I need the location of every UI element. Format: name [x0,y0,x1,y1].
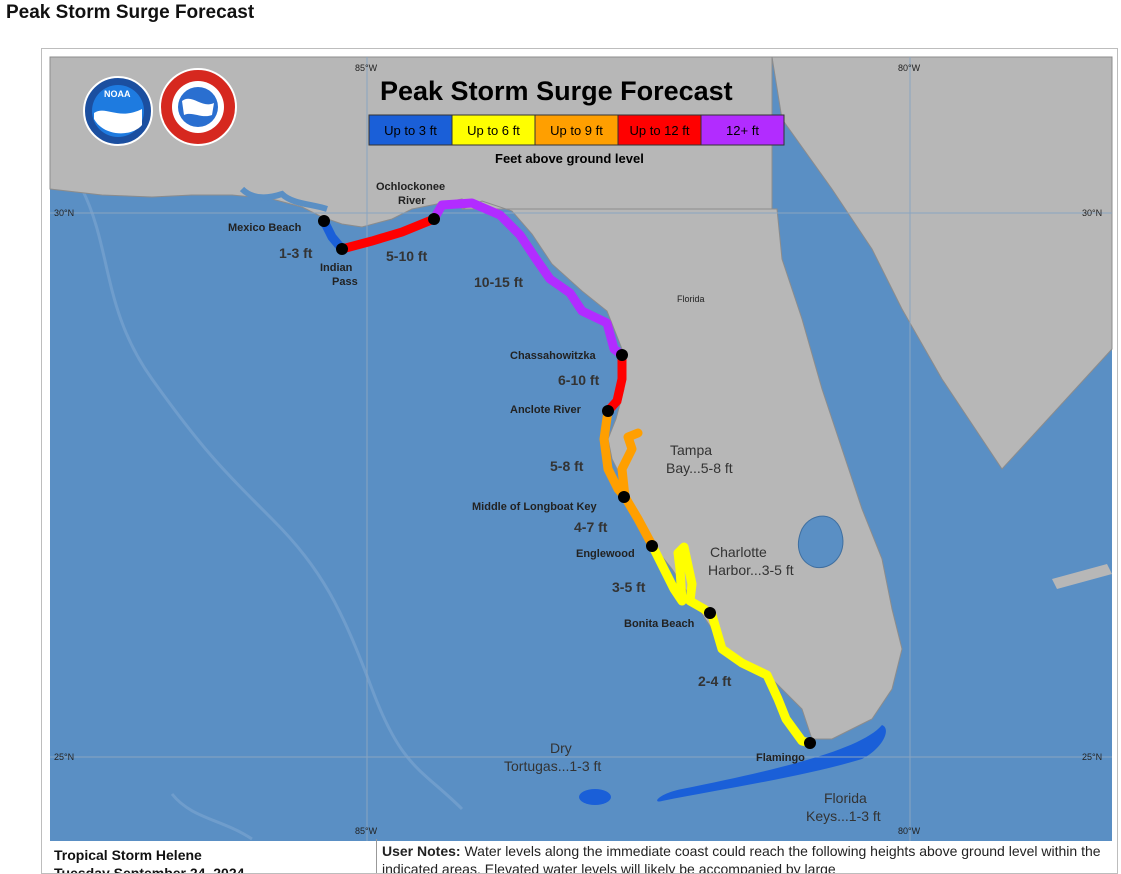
lon-label-85w-top: 85°W [355,63,378,73]
lake-okeechobee [798,515,844,569]
charlotte-harbor-line2: Harbor...3-5 ft [708,562,794,578]
lat-label-25n-right: 25°N [1082,752,1102,762]
location-dots [318,213,816,749]
lat-label-25n-left: 25°N [54,752,74,762]
lon-label-85w-bottom: 85°W [355,826,378,836]
svg-text:NOAA: NOAA [104,89,131,99]
surge-label-10-15: 10-15 ft [474,274,523,290]
place-bonita-beach: Bonita Beach [624,618,695,630]
storm-surge-map: 85°W 80°W 85°W 80°W 30°N 30°N 25°N 25°N … [41,48,1118,874]
dry-tortugas-surge [579,789,611,805]
legend-swatch-2 [451,114,536,146]
lat-label-30n-left: 30°N [54,208,74,218]
place-flamingo: Flamingo [756,752,805,764]
map-canvas: 85°W 80°W 85°W 80°W 30°N 30°N 25°N 25°N … [49,56,1113,841]
legend-label-2: Up to 6 ft [467,123,520,138]
page-title: Peak Storm Surge Forecast [6,2,255,23]
storm-name: Tropical Storm Helene [54,847,202,863]
place-indian-pass-line2: Pass [332,276,358,288]
florida-keys-line1: Florida [824,790,867,806]
user-notes-text: Water levels along the immediate coast c… [382,843,1101,874]
noaa-logo: NOAA [83,76,153,146]
surge-label-2-4: 2-4 ft [698,673,732,689]
legend-caption: Feet above ground level [495,151,644,166]
place-longboat-key: Middle of Longboat Key [472,501,598,513]
national-weather-service-logo [159,68,237,146]
info-divider [376,839,377,873]
state-label: Florida [677,294,705,304]
legend-label-4: Up to 12 ft [630,123,690,138]
bay-inlet [239,186,328,212]
user-notes: User Notes: Water levels along the immed… [382,842,1102,874]
map-title: Peak Storm Surge Forecast [380,76,733,106]
tampa-bay-line1: Tampa [670,442,712,458]
surge-bonita-flamingo [707,610,815,748]
place-ochlockonee-line1: Ochlockonee [376,181,445,193]
surge-indian-pass-ochlockonee [337,214,439,254]
legend-label-3: Up to 9 ft [550,123,603,138]
bahamas-land [1052,564,1112,589]
legend-swatch-5 [700,114,785,146]
shelf-edge-south [170,793,253,841]
surge-label-1-3: 1-3 ft [279,245,313,261]
place-anclote-river: Anclote River [510,404,582,416]
legend-label-5: 12+ ft [726,123,759,138]
keys-surge [657,725,886,802]
place-englewood: Englewood [576,548,635,560]
lon-label-80w-bottom: 80°W [898,826,921,836]
florida-keys-line2: Keys...1-3 ft [806,808,881,824]
surge-label-5-8: 5-8 ft [550,458,584,474]
surge-label-3-5: 3-5 ft [612,579,646,595]
lon-label-80w-top: 80°W [898,63,921,73]
storm-info: Tropical Storm Helene Tuesday September … [54,846,245,874]
legend-swatch-4 [617,114,702,146]
surge-longboat-englewood [620,492,657,550]
place-chassahowitzka: Chassahowitzka [510,350,596,362]
surge-label-6-10: 6-10 ft [558,372,600,388]
legend-label-1: Up to 3 ft [384,123,437,138]
surge-big-bend [429,198,627,360]
place-indian-pass-line1: Indian [320,262,353,274]
surge-legend: Up to 3 ft Up to 6 ft Up to 9 ft Up to 12 f… [368,114,785,146]
charlotte-harbor-line1: Charlotte [710,544,767,560]
legend-swatch-1 [368,114,453,146]
lat-label-30n-right: 30°N [1082,208,1102,218]
surge-label-5-10: 5-10 ft [386,248,428,264]
user-notes-label: User Notes: [382,843,461,859]
dry-tortugas-line2: Tortugas...1-3 ft [504,758,601,774]
surge-charlotte-harbor [647,540,717,620]
surge-label-4-7: 4-7 ft [574,519,608,535]
storm-date: Tuesday September 24, 2024 [54,865,245,874]
shelf-edge [80,188,464,811]
dry-tortugas-line1: Dry [550,740,572,756]
place-mexico-beach: Mexico Beach [228,222,302,234]
legend-swatch-3 [534,114,619,146]
surge-chassahowitzka-anclote [603,350,627,416]
place-ochlockonee-line2: River [398,195,426,207]
tampa-bay-line2: Bay...5-8 ft [666,460,733,476]
